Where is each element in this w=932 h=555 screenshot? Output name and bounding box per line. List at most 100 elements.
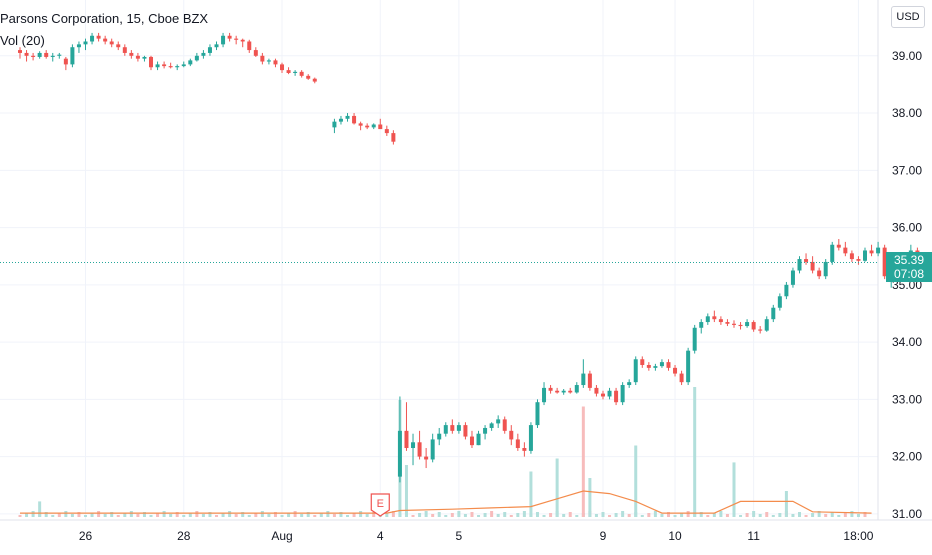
- candle-body: [620, 385, 625, 403]
- volume-bar: [319, 513, 323, 517]
- candle-body: [207, 47, 212, 53]
- volume-bar: [293, 511, 297, 517]
- currency-button[interactable]: USD: [891, 6, 925, 28]
- volume-bar: [57, 513, 61, 517]
- volume-spike-bar: [38, 501, 42, 517]
- candle-body: [378, 124, 383, 130]
- volume-bar: [797, 512, 801, 517]
- candle-body: [830, 244, 835, 262]
- candle-body: [70, 47, 75, 65]
- volume-bar: [568, 512, 572, 517]
- volume-bar: [188, 513, 192, 517]
- volume-bar: [765, 512, 769, 517]
- volume-bar: [280, 515, 284, 517]
- x-tick-label: 28: [177, 529, 191, 543]
- candle-body: [502, 419, 507, 431]
- candle-body: [587, 373, 592, 388]
- earnings-marker[interactable]: E: [370, 493, 390, 517]
- candle-body: [63, 58, 68, 65]
- candle-body: [306, 75, 311, 79]
- volume-bar: [719, 511, 723, 517]
- volume-spike-bar: [634, 445, 638, 517]
- volume-bar: [791, 514, 795, 517]
- candle-body: [849, 253, 854, 260]
- volume-indicator-label[interactable]: Vol (20): [0, 33, 45, 48]
- candle-body: [358, 123, 363, 126]
- candle-body: [253, 50, 258, 56]
- x-tick-label: 18:00: [843, 529, 873, 543]
- volume-bar: [123, 513, 127, 517]
- candle-body: [823, 261, 828, 277]
- candle-body: [116, 44, 121, 48]
- candle-body: [194, 55, 199, 61]
- candle-body: [280, 64, 285, 71]
- volume-bar: [169, 514, 173, 517]
- volume-bar: [273, 512, 277, 517]
- candle-body: [646, 364, 651, 368]
- candle-body: [181, 64, 186, 67]
- candle-body: [384, 129, 389, 134]
- volume-bar: [260, 511, 264, 517]
- candle-body: [476, 433, 481, 446]
- candle-body: [528, 425, 533, 451]
- candle-body: [705, 316, 710, 323]
- bar-countdown: 07:08: [893, 267, 925, 281]
- candle-body: [731, 323, 736, 325]
- volume-bar: [411, 515, 415, 517]
- candle-body: [50, 55, 55, 57]
- candle-body: [876, 247, 881, 254]
- candle-body: [424, 456, 429, 460]
- candle-body: [718, 319, 723, 323]
- volume-bar: [699, 512, 703, 517]
- volume-bar: [175, 512, 179, 517]
- volume-bar: [614, 513, 618, 517]
- volume-bar: [385, 513, 389, 517]
- candle-body: [463, 425, 468, 437]
- y-tick-label: 33.00: [892, 392, 922, 406]
- candle-body: [430, 439, 435, 460]
- candle-body: [738, 324, 743, 327]
- volume-bar: [771, 515, 775, 517]
- x-tick-label: 9: [600, 529, 607, 543]
- x-tick-label: 10: [668, 529, 682, 543]
- volume-bar: [221, 513, 225, 517]
- volume-bar: [149, 515, 153, 517]
- candle-body: [443, 425, 448, 434]
- volume-spike-bar: [588, 478, 592, 517]
- volume-spike-bar: [581, 406, 585, 517]
- candle-body: [227, 35, 232, 39]
- candle-body: [391, 133, 396, 142]
- volume-bar: [359, 511, 363, 517]
- candle-body: [352, 115, 357, 124]
- volume-bar: [457, 511, 461, 517]
- candle-body: [771, 307, 776, 320]
- volume-bar: [365, 514, 369, 517]
- candle-body: [509, 430, 514, 440]
- candle-body: [496, 419, 501, 424]
- volume-bar: [391, 511, 395, 517]
- volume-bar: [509, 515, 513, 517]
- volume-bar: [752, 511, 756, 517]
- candle-body: [600, 393, 605, 397]
- candle-body: [535, 402, 540, 426]
- candle-body: [515, 439, 520, 449]
- candle-body: [37, 52, 42, 57]
- volume-bar: [824, 514, 828, 517]
- volume-bar: [712, 513, 716, 517]
- volume-spike-bar: [693, 387, 697, 517]
- x-tick-label: 5: [456, 529, 463, 543]
- volume-bar: [437, 512, 441, 517]
- volume-bar: [837, 515, 841, 517]
- volume-bar: [640, 515, 644, 517]
- volume-bar: [490, 511, 494, 517]
- candle-body: [607, 390, 612, 397]
- volume-bar: [601, 512, 605, 517]
- volume-bar: [287, 513, 291, 517]
- volume-bar: [843, 513, 847, 517]
- volume-bar: [31, 511, 35, 517]
- candle-body: [266, 60, 271, 62]
- candle-body: [214, 44, 219, 48]
- volume-bar: [673, 515, 677, 517]
